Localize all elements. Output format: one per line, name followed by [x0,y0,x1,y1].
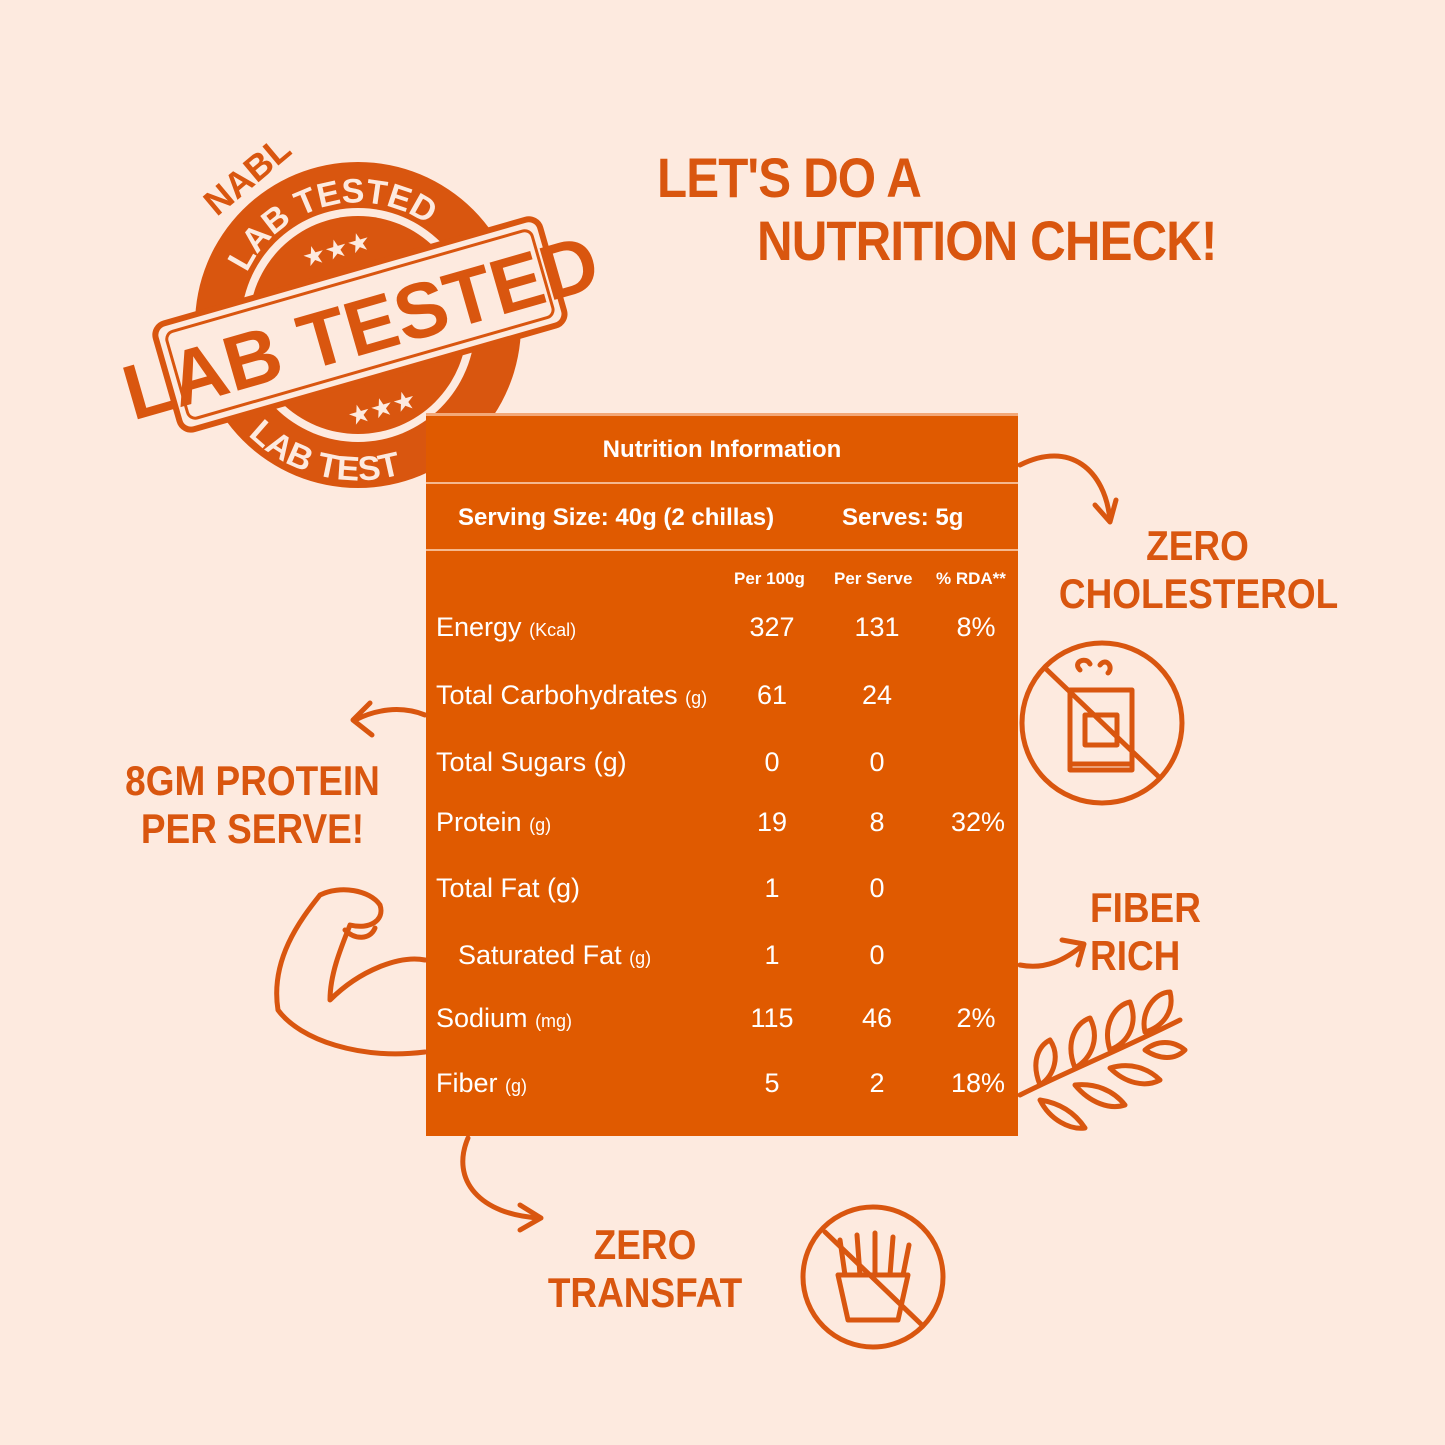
nutrient-label: Fiber (g) [436,1068,527,1099]
callout-zero-cholesterol: ZERO CHOLESTEROL [1058,522,1339,618]
nutrient-unit: (g) [529,815,552,835]
nutrient-unit: (mg) [535,1011,573,1031]
nutrient-name: Energy [436,612,522,642]
nutrient-name: Total Carbohydrates [436,680,678,710]
nutrient-name: Saturated Fat [458,940,622,970]
arrow-icon [460,1135,544,1233]
callout-line: CHOLESTEROL [1058,570,1339,617]
callout-line: TRANSFAT [547,1269,743,1316]
value-per-serve: 24 [861,680,893,710]
value-per-100g: 5 [764,1068,780,1098]
headline-line-1: LET'S DO A [657,146,922,209]
nutrient-label: Energy (Kcal) [436,612,576,643]
value-per-serve: 0 [869,940,885,970]
nutrient-unit: (g) [629,948,652,968]
callout-zero-transfat: ZERO TRANSFAT [535,1221,755,1317]
wheat-icon [1017,989,1188,1131]
no-fries-icon [800,1204,946,1350]
callout-line: ZERO [1146,522,1249,569]
callout-protein: 8GM PROTEIN PER SERVE! [118,757,386,853]
nutrient-name: Total Fat (g) [436,873,581,903]
nutrition-table: Nutrition Information Serving Size: 40g … [426,413,1018,1136]
headline-line-2: NUTRITION CHECK! [757,209,1217,272]
value-per-100g: 19 [756,807,788,837]
value-per-100g: 61 [756,680,788,710]
no-cholesterol-icon [1019,640,1185,806]
value-rda: 8% [956,612,996,642]
nutrient-name: Protein [436,807,522,837]
callout-line: 8GM PROTEIN [125,757,380,804]
nutrient-name: Total Sugars (g) [436,747,627,777]
callout-line: ZERO [593,1221,697,1268]
table-row: Total Carbohydrates (g) 61 24 [426,680,1018,720]
table-row: Protein (g) 19 8 32% [426,807,1018,847]
nutrient-unit: (g) [505,1076,528,1096]
col-per-serve: Per Serve [834,569,913,588]
value-rda: 2% [956,1003,996,1033]
value-rda: 18% [951,1068,1006,1098]
value-rda: 32% [951,807,1006,837]
nutrient-name: Sodium [436,1003,528,1033]
col-rda: % RDA** [936,569,1006,588]
nutrient-label: Sodium (mg) [436,1003,572,1034]
value-per-100g: 115 [750,1003,794,1033]
nutrient-label: Total Fat (g) [436,873,580,904]
nutrient-unit: (g) [685,688,708,708]
flexed-arm-icon [274,887,428,1057]
table-title: Nutrition Information [602,436,842,463]
value-per-serve: 46 [861,1003,893,1033]
table-row: Energy (Kcal) 327 131 8% [426,612,1018,652]
nutrient-name: Fiber [436,1068,498,1098]
value-per-serve: 8 [869,807,885,837]
value-per-serve: 2 [869,1068,885,1098]
value-per-100g: 327 [749,612,795,642]
value-per-serve: 0 [869,873,885,903]
value-per-100g: 1 [764,873,780,903]
callout-fiber: FIBER RICH [1090,884,1201,980]
table-row: Sodium (mg) 115 46 2% [426,1003,1018,1043]
table-row: Total Sugars (g) 0 0 [426,747,1018,787]
nutrient-label: Total Carbohydrates (g) [436,680,707,711]
callout-line: FIBER [1090,884,1201,931]
arrow-icon [1017,453,1119,525]
table-row: Saturated Fat (g) 1 0 [426,940,1018,980]
callout-line: PER SERVE! [140,805,365,852]
table-row: Total Fat (g) 1 0 [426,873,1018,913]
value-per-100g: 0 [764,747,780,777]
nutrient-unit: (Kcal) [529,620,577,640]
value-per-100g: 1 [764,940,780,970]
serves: Serves: 5g [842,504,964,531]
table-row: Fiber (g) 5 2 18% [426,1068,1018,1108]
serving-size: Serving Size: 40g (2 chillas) [458,504,775,531]
value-per-serve: 0 [869,747,885,777]
col-per-100g: Per 100g [734,569,805,588]
callout-line: RICH [1090,932,1181,979]
nutrient-label: Total Sugars (g) [436,747,627,778]
value-per-serve: 131 [854,612,900,642]
nutrient-label: Protein (g) [436,807,551,838]
arrow-icon [350,700,428,738]
nutrient-label: Saturated Fat (g) [458,940,651,971]
arrow-icon [1017,937,1087,969]
